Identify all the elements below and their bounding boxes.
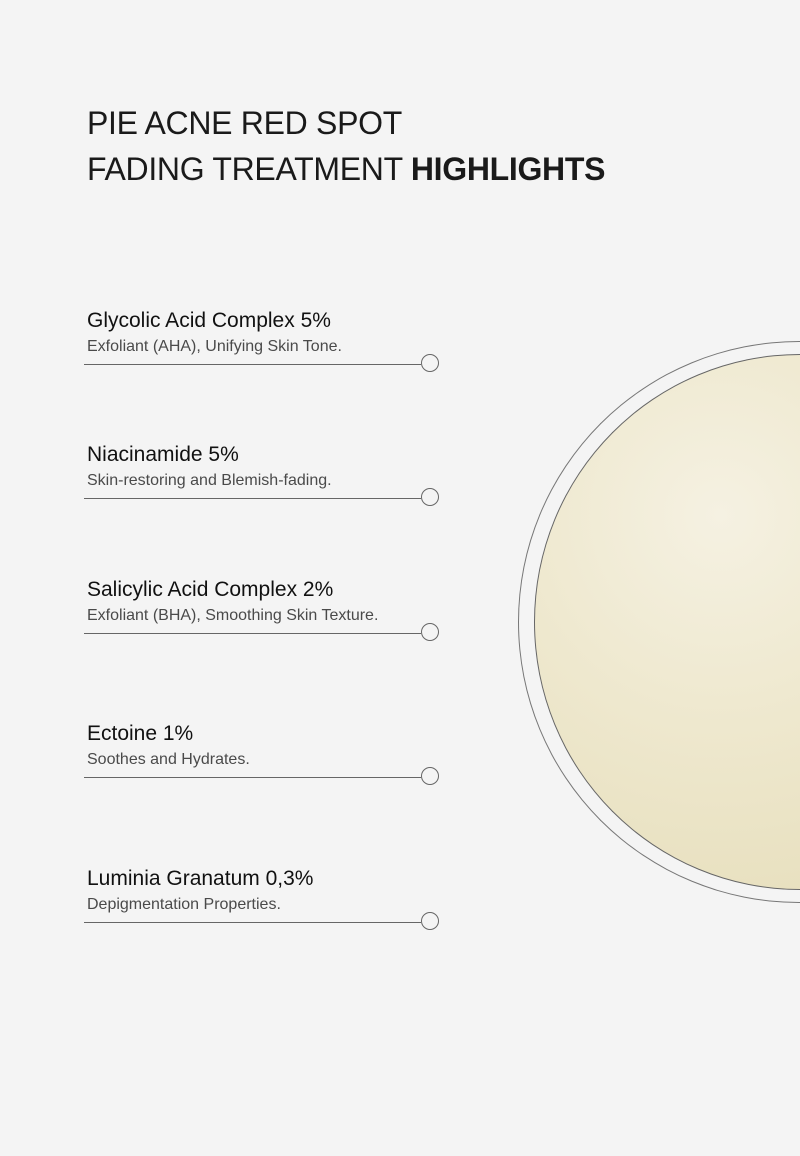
ingredient-item: Glycolic Acid Complex 5% Exfoliant (AHA)… [84, 309, 444, 389]
title-line-2: FADING TREATMENT HIGHLIGHTS [87, 146, 605, 192]
title-line-1: PIE ACNE RED SPOT [87, 105, 402, 141]
ingredient-item: Salicylic Acid Complex 2% Exfoliant (BHA… [84, 578, 444, 658]
divider-line [84, 364, 421, 365]
ingredient-name: Salicylic Acid Complex 2% [87, 578, 334, 601]
page-title: PIE ACNE RED SPOT FADING TREATMENT HIGHL… [87, 100, 605, 192]
ingredient-item: Luminia Granatum 0,3% Depigmentation Pro… [84, 867, 444, 947]
circle-marker-icon [421, 354, 439, 372]
divider-line [84, 922, 421, 923]
product-cream-swatch [534, 354, 800, 890]
ingredient-item: Ectoine 1% Soothes and Hydrates. [84, 722, 444, 802]
circle-marker-icon [421, 912, 439, 930]
circle-marker-icon [421, 488, 439, 506]
ingredient-description: Exfoliant (AHA), Unifying Skin Tone. [87, 338, 342, 355]
divider-line [84, 498, 421, 499]
title-bold: HIGHLIGHTS [410, 151, 606, 187]
ingredient-name: Luminia Granatum 0,3% [87, 867, 314, 890]
circle-marker-icon [421, 623, 439, 641]
divider-line [84, 777, 421, 778]
title-light: FADING TREATMENT [87, 151, 403, 187]
ingredient-item: Niacinamide 5% Skin-restoring and Blemis… [84, 443, 444, 523]
circle-marker-icon [421, 767, 439, 785]
ingredient-name: Ectoine 1% [87, 722, 194, 745]
ingredient-name: Niacinamide 5% [87, 443, 239, 466]
ingredient-description: Soothes and Hydrates. [87, 751, 250, 768]
ingredient-description: Exfoliant (BHA), Smoothing Skin Texture. [87, 607, 379, 624]
divider-line [84, 633, 421, 634]
ingredient-description: Skin-restoring and Blemish-fading. [87, 472, 332, 489]
ingredient-name: Glycolic Acid Complex 5% [87, 309, 331, 332]
ingredient-description: Depigmentation Properties. [87, 896, 281, 913]
